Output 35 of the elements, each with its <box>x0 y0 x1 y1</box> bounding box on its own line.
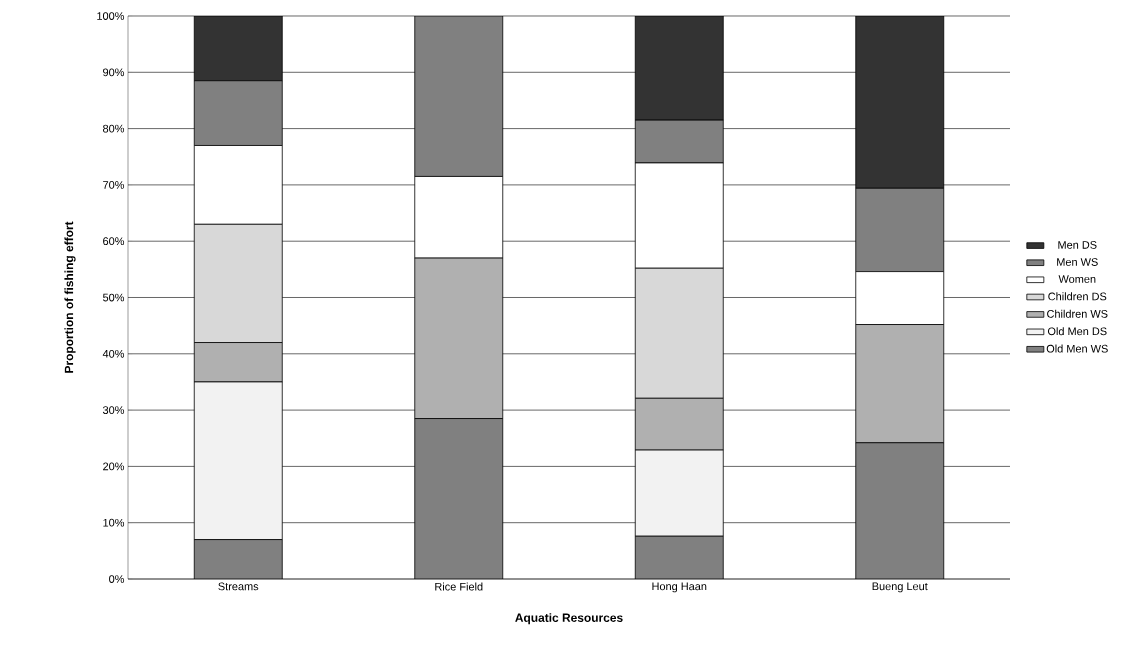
x-tick-label: Rice Field <box>435 582 483 591</box>
y-tick-label: 70% <box>103 181 125 189</box>
y-tick-label: 50% <box>102 293 125 302</box>
y-tick-label: 30% <box>102 406 125 414</box>
legend-label: Old Men WS <box>1046 344 1108 353</box>
bar <box>634 119 724 164</box>
y-tick-label: 80% <box>103 124 125 133</box>
bar <box>414 418 504 579</box>
legend-label: Children DS <box>1048 292 1107 301</box>
legend-label: Children WS <box>1047 309 1108 318</box>
bar <box>193 80 283 146</box>
bar <box>855 442 945 579</box>
x-axis-title: Aquatic Resources <box>515 613 623 625</box>
y-tick-label: 10% <box>103 518 125 527</box>
y-axis-title: Proportion of fishing effort <box>64 221 76 373</box>
bar <box>193 15 283 82</box>
bar <box>193 539 283 579</box>
y-tick-label: 20% <box>103 462 125 471</box>
legend-label: Old Men DS <box>1047 327 1107 336</box>
bar <box>634 535 724 579</box>
y-tick-label: 100% <box>97 12 125 20</box>
y-tick-label: 60% <box>103 237 125 246</box>
x-tick-label: Streams <box>218 582 259 591</box>
bar <box>855 15 945 189</box>
bar <box>634 15 724 121</box>
bar <box>855 187 945 272</box>
legend-label: Men WS <box>1057 258 1098 266</box>
y-tick-label: 40% <box>102 349 125 358</box>
legend-label: Men DS <box>1058 241 1097 249</box>
y-tick-label: 90% <box>103 68 125 77</box>
x-tick-label: Hong Haan <box>652 582 707 593</box>
legend-label: Women <box>1058 275 1096 283</box>
x-tick-label: Bueng Leut <box>872 582 928 593</box>
bar <box>414 15 504 177</box>
y-tick-label: 0% <box>109 575 125 583</box>
